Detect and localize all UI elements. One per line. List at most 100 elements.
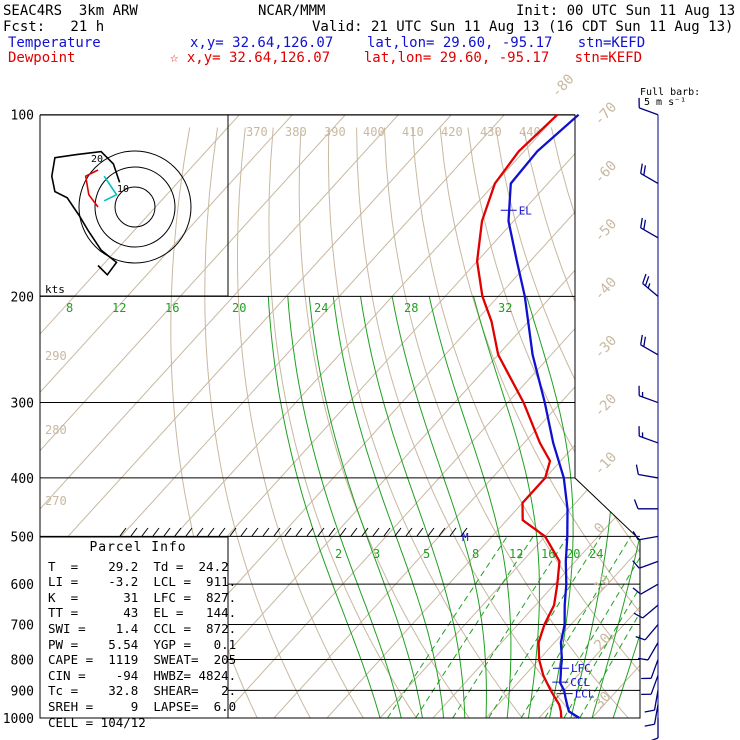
isotherm-line: [591, 115, 640, 718]
mixing-ratio-label-upper: 24: [314, 301, 328, 315]
theta-label-low: 280: [45, 423, 67, 437]
isotherm-line: [379, 115, 640, 718]
mixing-ratio-label-lower: 8: [472, 547, 479, 561]
hatch-mark: [317, 527, 325, 537]
level-label: CCL: [570, 676, 590, 689]
dry-adiabat-line: [298, 127, 479, 718]
pressure-label: 400: [11, 472, 34, 487]
hatch-mark: [328, 527, 336, 537]
isotherm-line: [538, 115, 640, 718]
isotherm-label: -80: [549, 71, 578, 100]
theta-label: 380: [285, 125, 307, 139]
dry-adiabat-line: [690, 128, 740, 731]
mixing-ratio-label-upper: 28: [404, 301, 418, 315]
pressure-label: 1000: [3, 712, 34, 727]
moist-adiabat-line: [391, 296, 487, 718]
parcel-info-row: SREH = 9 LAPSE= 6.0: [48, 698, 237, 714]
mixing-ratio-label-lower: 3: [373, 547, 380, 561]
theta-label: 390: [324, 125, 346, 139]
dewpoint-label: Dewpoint: [8, 50, 76, 66]
dry-adiabat-line: [550, 127, 640, 718]
isotherm-line: [40, 115, 293, 718]
hatch-mark: [295, 527, 303, 537]
valid-time: Valid: 21 UTC Sun 11 Aug 13 (16 CDT Sun …: [312, 19, 734, 35]
parcel-info-row: CELL = 104/12: [48, 714, 146, 730]
theta-label: 440: [519, 125, 541, 139]
hatch-mark: [284, 527, 292, 537]
hodograph-ring: [114, 186, 156, 228]
parcel-info-row: SWI = 1.4 CCL = 872.: [48, 620, 237, 636]
pressure-label: 300: [11, 397, 34, 412]
dry-adiabat-line: [356, 127, 587, 718]
isotherm-label: -60: [591, 158, 620, 187]
hatch-mark: [339, 527, 347, 537]
hatch-mark: [460, 527, 468, 537]
hatch-mark: [350, 527, 358, 537]
dry-adiabat-line: [411, 127, 640, 718]
mixing-ratio-label-lower: 20: [566, 547, 580, 561]
hatch-mark: [130, 527, 138, 537]
dry-adiabat-line: [268, 127, 426, 718]
dewpoint-profile: [475, 113, 563, 719]
hatch-mark: [262, 527, 270, 537]
mixing-ratio-label-upper: 8: [66, 301, 73, 315]
wind-barb: [647, 642, 659, 661]
parcel-info-title: Parcel Info: [89, 540, 187, 555]
isotherm-label: -40: [591, 274, 620, 303]
wind-barb-feather: [633, 499, 639, 510]
pressure-label: 800: [11, 654, 34, 669]
hodograph-ring: [94, 166, 176, 248]
wind-barb: [638, 107, 659, 116]
isotherm-label: -10: [591, 449, 620, 478]
hatch-mark: [196, 527, 204, 537]
wind-barb-feather: [644, 723, 655, 727]
isotherm-line: [645, 115, 740, 718]
parcel-info-row: CAPE = 1119 SWEAT= 205: [48, 652, 237, 668]
mixing-ratio-label-lower: 16: [541, 547, 555, 561]
pressure-label: 200: [11, 290, 34, 305]
isotherm-line: [40, 115, 346, 718]
dry-adiabat-line: [495, 127, 640, 718]
level-label: EL: [519, 204, 533, 217]
parcel-info-row: PW = 5.54 YGP = 0.1: [48, 636, 237, 652]
hatch-mark: [119, 527, 127, 537]
wind-barb-feather: [638, 657, 649, 661]
hodograph-ring: [78, 150, 192, 264]
isotherm-label: 10: [591, 572, 614, 595]
isotherm-label: -70: [591, 99, 620, 128]
mixing-ratio-label-upper: 32: [498, 301, 512, 315]
init-time: Init: 00 UTC Sun 11 Aug 13: [516, 3, 736, 19]
project-title: SEAC4RS 3km ARW: [3, 3, 138, 19]
hatch-mark: [416, 527, 424, 537]
level-label: LCL: [575, 688, 595, 701]
isotherm-line: [220, 115, 640, 718]
isotherm-label: -50: [591, 216, 620, 245]
mixing-ratio-label-lower: 24: [589, 547, 603, 561]
hodograph-trace-red: [84, 169, 99, 208]
levels-marker: M: [462, 531, 469, 544]
isotherm-line: [485, 115, 640, 718]
mixing-ratio-label-upper: 12: [112, 301, 126, 315]
hatch-mark: [383, 527, 391, 537]
dry-adiabat-line: [663, 128, 740, 731]
hatch-mark: [405, 527, 413, 537]
mixing-ratio-label-lower: 5: [423, 547, 430, 561]
dewpoint-location: ☆ x,y= 32.64,126.07 lat,lon= 29.60, -95.…: [170, 50, 643, 66]
isotherm-line: [40, 115, 452, 718]
wind-barb-feather: [643, 219, 647, 230]
mixing-ratio-lines: [387, 536, 640, 718]
hatch-mark: [218, 527, 226, 537]
mixing-ratio-line: [544, 536, 640, 718]
dry-adiabat-line: [467, 127, 640, 718]
hatch-mark: [185, 527, 193, 537]
wind-barb: [653, 690, 659, 711]
theta-label: 430: [480, 125, 502, 139]
hatch-mark: [174, 527, 182, 537]
wind-barb-feather: [632, 560, 640, 569]
hatch-mark: [361, 527, 369, 537]
dry-adiabat-line: [606, 127, 640, 718]
pressure-label: 900: [11, 684, 34, 699]
moist-adiabat-line: [612, 296, 640, 718]
